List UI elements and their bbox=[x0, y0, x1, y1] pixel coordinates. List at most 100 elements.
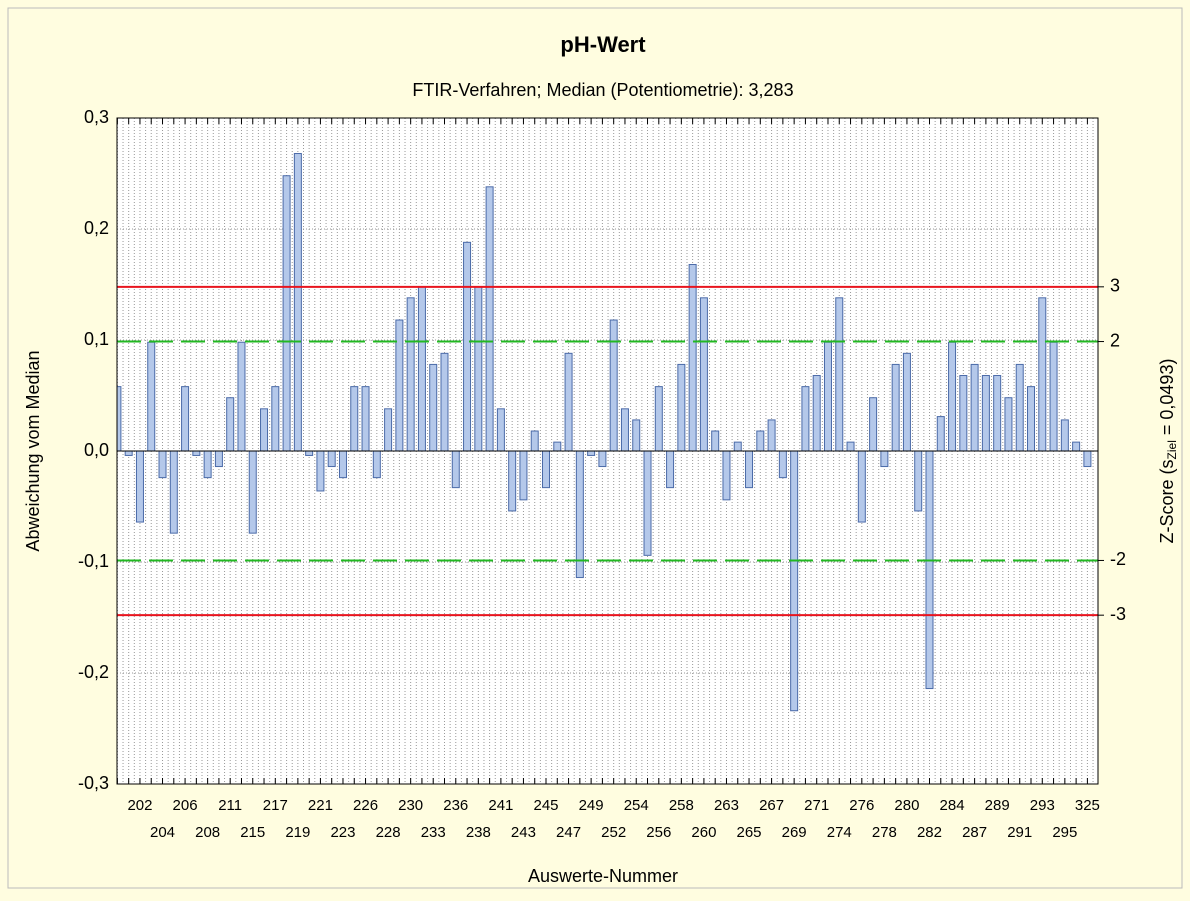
bar bbox=[226, 397, 235, 452]
bar bbox=[993, 375, 1002, 452]
x-tick-label: 265 bbox=[737, 824, 762, 841]
bar bbox=[542, 450, 551, 489]
bar bbox=[135, 450, 144, 523]
bar bbox=[530, 430, 539, 452]
bar bbox=[293, 153, 302, 452]
bar bbox=[147, 341, 156, 452]
x-tick-label: 206 bbox=[173, 797, 198, 814]
x-tick-label: 215 bbox=[240, 824, 265, 841]
chart-subtitle: FTIR-Verfahren; Median (Potentiometrie):… bbox=[412, 80, 793, 100]
x-tick-label: 263 bbox=[714, 797, 739, 814]
bar bbox=[891, 363, 900, 452]
x-axis-label: Auswerte-Nummer bbox=[528, 866, 678, 886]
bar bbox=[846, 441, 855, 452]
bar bbox=[1015, 363, 1024, 452]
bar bbox=[203, 450, 212, 479]
bar bbox=[722, 450, 731, 501]
y2-tick-label: 3 bbox=[1110, 276, 1120, 296]
x-tick-label: 260 bbox=[691, 824, 716, 841]
x-tick-label: 293 bbox=[1030, 797, 1055, 814]
bar bbox=[440, 352, 449, 452]
x-tick-label: 228 bbox=[376, 824, 401, 841]
bar bbox=[1038, 297, 1047, 452]
overlay bbox=[117, 285, 1098, 617]
chart-title: pH-Wert bbox=[560, 32, 646, 57]
bar bbox=[654, 386, 663, 452]
y2-tick-label: -2 bbox=[1110, 549, 1126, 569]
y2-label-part: = 0,0493) bbox=[1157, 359, 1177, 441]
bar bbox=[248, 450, 257, 534]
bar bbox=[508, 450, 517, 512]
bar bbox=[181, 386, 190, 452]
x-tick-label: 287 bbox=[962, 824, 987, 841]
x-tick-label: 280 bbox=[894, 797, 919, 814]
bar bbox=[914, 450, 923, 512]
x-tick-label: 247 bbox=[556, 824, 581, 841]
bar bbox=[699, 297, 708, 452]
bar bbox=[1027, 386, 1036, 452]
bar bbox=[609, 319, 618, 452]
bar bbox=[643, 450, 652, 556]
bar bbox=[677, 363, 686, 452]
bar bbox=[271, 386, 280, 452]
x-tick-label: 291 bbox=[1007, 824, 1032, 841]
x-tick-label: 202 bbox=[127, 797, 152, 814]
x-tick-label: 295 bbox=[1052, 824, 1077, 841]
x-tick-label: 258 bbox=[669, 797, 694, 814]
bar bbox=[745, 450, 754, 489]
bar bbox=[835, 297, 844, 452]
bar bbox=[237, 341, 246, 452]
bar bbox=[1083, 450, 1092, 468]
bar bbox=[463, 241, 472, 452]
bar bbox=[925, 450, 934, 690]
y-tick-label: -0,1 bbox=[78, 551, 109, 571]
y-axis-label: Abweichung vom Median bbox=[23, 350, 43, 551]
bar bbox=[406, 297, 415, 452]
bar bbox=[632, 419, 641, 452]
bar bbox=[1060, 419, 1069, 452]
bar bbox=[474, 286, 483, 452]
x-tick-label: 236 bbox=[443, 797, 468, 814]
bar bbox=[733, 441, 742, 452]
x-tick-label: 278 bbox=[872, 824, 897, 841]
x-tick-label: 226 bbox=[353, 797, 378, 814]
bar bbox=[902, 352, 911, 452]
bar bbox=[756, 430, 765, 452]
x-tick-label: 289 bbox=[985, 797, 1010, 814]
bar bbox=[869, 397, 878, 452]
x-tick-label: 238 bbox=[466, 824, 491, 841]
x-tick-label: 274 bbox=[827, 824, 852, 841]
bar bbox=[1004, 397, 1013, 452]
bar bbox=[519, 450, 528, 501]
bar bbox=[970, 363, 979, 452]
bar bbox=[1049, 341, 1058, 452]
bar bbox=[857, 450, 866, 523]
bar bbox=[496, 408, 505, 452]
x-tick-label: 284 bbox=[940, 797, 965, 814]
y-tick-label: 0,2 bbox=[84, 218, 109, 238]
x-tick-label: 254 bbox=[624, 797, 649, 814]
bar bbox=[801, 386, 810, 452]
bar bbox=[936, 416, 945, 452]
bar bbox=[880, 450, 889, 468]
y-tick-label: 0,3 bbox=[84, 107, 109, 127]
bar bbox=[778, 450, 787, 479]
x-tick-label: 230 bbox=[398, 797, 423, 814]
bar bbox=[260, 408, 269, 452]
x-tick-label: 267 bbox=[759, 797, 784, 814]
bar bbox=[316, 450, 325, 492]
bar bbox=[429, 363, 438, 452]
bar bbox=[305, 450, 314, 456]
bar bbox=[327, 450, 336, 468]
x-tick-label: 208 bbox=[195, 824, 220, 841]
x-tick-label: 325 bbox=[1075, 797, 1100, 814]
y-tick-label: 0,0 bbox=[84, 440, 109, 460]
bar bbox=[666, 450, 675, 489]
bar bbox=[124, 450, 133, 456]
x-tick-label: 219 bbox=[285, 824, 310, 841]
x-tick-label: 223 bbox=[330, 824, 355, 841]
bar bbox=[338, 450, 347, 479]
y2-tick-label: -3 bbox=[1110, 604, 1126, 624]
x-tick-label: 249 bbox=[579, 797, 604, 814]
